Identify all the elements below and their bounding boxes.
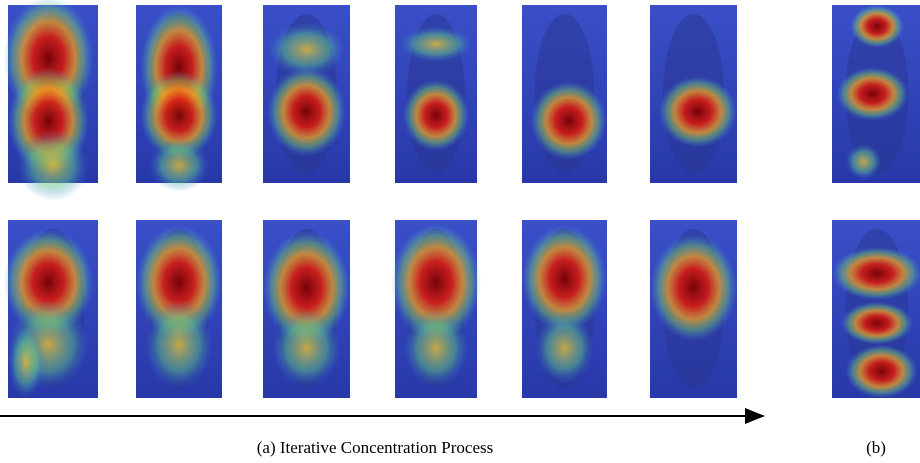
heatmap-panel — [263, 5, 350, 183]
heat-region — [145, 300, 214, 389]
heat-region — [17, 130, 89, 201]
heat-region — [399, 26, 473, 62]
caption-a: (a) Iterative Concentration Process — [257, 438, 494, 457]
figure: (a) Iterative Concentration Process (b) — [0, 0, 920, 463]
heat-region — [846, 345, 918, 398]
heat-region — [841, 302, 913, 345]
heatmap-panels — [4, 0, 920, 398]
heat-region — [149, 139, 209, 192]
heat-region — [846, 144, 882, 180]
heatmap-panel — [650, 220, 737, 398]
heatmap-panel — [522, 5, 607, 183]
heat-region — [837, 67, 909, 120]
heatmap-panel — [650, 5, 737, 183]
heatmap-panel — [136, 5, 222, 192]
heatmap-panel — [4, 0, 99, 201]
heat-region — [650, 234, 737, 341]
heat-region — [659, 76, 737, 147]
heat-region — [272, 309, 342, 387]
heatmap-panel — [832, 220, 920, 398]
heat-region — [403, 309, 469, 387]
heatmap-panel — [395, 5, 477, 183]
heat-region — [403, 80, 469, 151]
caption-b: (b) — [866, 438, 886, 457]
heat-region — [531, 82, 608, 160]
heat-region — [8, 327, 44, 398]
heatmap-panel — [136, 220, 222, 398]
heat-region — [267, 67, 345, 156]
heat-region — [832, 247, 920, 300]
heatmap-panel — [263, 220, 350, 398]
heatmap-panel — [391, 220, 481, 398]
heatmap-panel — [832, 5, 920, 183]
heatmap-panel — [522, 220, 607, 398]
heat-region — [535, 313, 595, 384]
heatmap-panel — [4, 220, 99, 398]
heat-region — [850, 5, 904, 48]
